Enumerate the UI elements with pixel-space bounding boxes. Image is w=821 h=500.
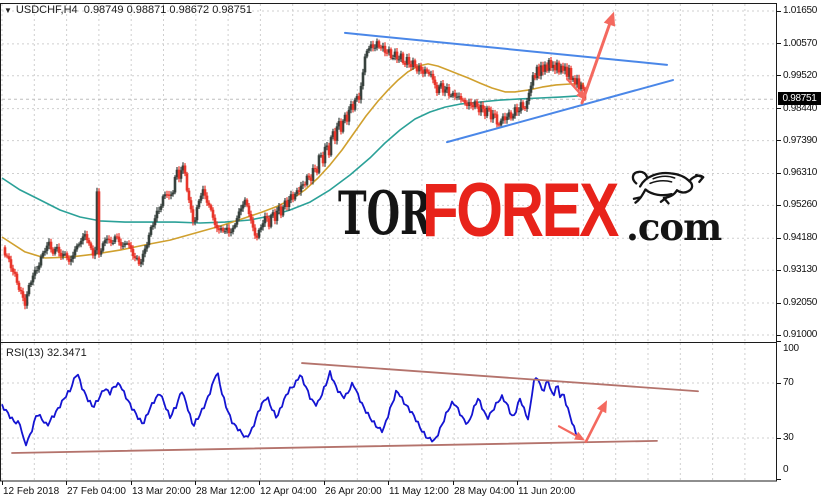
grid-lines bbox=[1, 4, 776, 481]
rsi-axis-tick bbox=[777, 437, 781, 439]
rsi-pullback-arrow[interactable] bbox=[557, 425, 585, 441]
price-tick-label: 0.99520 bbox=[783, 69, 818, 81]
price-axis-tick bbox=[777, 204, 781, 206]
time-axis-tick bbox=[388, 481, 389, 485]
price-axis-tick bbox=[777, 108, 781, 110]
rsi-axis-tick bbox=[777, 478, 781, 480]
price-tick-label: 0.98440 bbox=[783, 102, 818, 114]
price-axis-tick bbox=[777, 237, 781, 239]
torforex-watermark: TOR FOREX .com bbox=[338, 167, 722, 254]
rsi-tick-label: 100 bbox=[783, 343, 799, 354]
price-axis-tick bbox=[777, 334, 781, 336]
time-axis-tick bbox=[324, 481, 325, 485]
time-axis-tick bbox=[2, 481, 3, 485]
price-tick-label: 0.96310 bbox=[783, 167, 818, 179]
price-tick-label: 0.94180 bbox=[783, 232, 818, 244]
time-tick-label: 13 Mar 20:00 bbox=[132, 486, 191, 497]
price-axis-tick bbox=[777, 75, 781, 77]
time-axis-tick bbox=[259, 481, 260, 485]
up-candle-bodies bbox=[25, 41, 583, 306]
bull-icon bbox=[631, 170, 705, 205]
logo-domain-text: .com bbox=[626, 205, 722, 250]
time-tick-label: 28 May 04:00 bbox=[454, 486, 515, 497]
time-tick-label: 27 Feb 04:00 bbox=[67, 486, 126, 497]
rsi-lower-channel[interactable] bbox=[11, 439, 658, 454]
rsi-axis-tick bbox=[777, 341, 781, 343]
rsi-tick-label: 30 bbox=[783, 432, 794, 443]
time-axis-tick bbox=[195, 481, 196, 485]
ma-fast-line[interactable] bbox=[1, 63, 584, 259]
time-axis: 12 Feb 2018 27 Feb 04:00 13 Mar 20:00 28 Ma… bbox=[0, 481, 821, 500]
price-axis-tick bbox=[777, 269, 781, 271]
symbol-title: ▼ USDCHF,H4 0.98749 0.98871 0.98672 0.987… bbox=[4, 4, 252, 16]
time-axis-tick bbox=[517, 481, 518, 485]
time-tick-label: 28 Mar 12:00 bbox=[196, 486, 255, 497]
rsi-plot bbox=[1, 370, 581, 447]
price-tick-label: 0.97390 bbox=[783, 134, 818, 146]
price-tick-label: 1.01650 bbox=[783, 5, 818, 16]
rsi-line[interactable] bbox=[1, 370, 581, 447]
logo-forex-text: FOREX bbox=[422, 168, 619, 254]
time-axis-tick bbox=[131, 481, 132, 485]
rsi-tick-label: 70 bbox=[783, 377, 794, 388]
time-tick-label: 11 Jun 20:00 bbox=[518, 486, 576, 497]
time-tick-label: 26 Apr 20:00 bbox=[325, 486, 382, 497]
logo-tor-text: TOR bbox=[338, 179, 432, 250]
upper-channel[interactable] bbox=[344, 31, 668, 66]
symbol-ohlc-text: USDCHF,H4 0.98749 0.98871 0.98672 0.9875… bbox=[15, 4, 252, 16]
dropdown-marker-icon[interactable]: ▼ bbox=[4, 6, 12, 15]
price-axis-tick bbox=[777, 172, 781, 174]
time-axis-tick bbox=[66, 481, 67, 485]
rsi-indicator-label: RSI(13) 32.3471 bbox=[6, 347, 87, 359]
price-chart-canvas[interactable] bbox=[0, 0, 777, 482]
price-tick-label: 1.00570 bbox=[783, 37, 818, 49]
price-axis-tick bbox=[777, 140, 781, 142]
time-tick-label: 11 May 12:00 bbox=[389, 486, 449, 497]
price-axis-tick bbox=[777, 10, 781, 12]
lower-channel[interactable] bbox=[446, 79, 674, 144]
down-candle-bodies bbox=[3, 41, 587, 306]
price-axis-tick bbox=[777, 43, 781, 45]
time-axis-tick bbox=[453, 481, 454, 485]
time-tick-label: 12 Feb 2018 bbox=[3, 486, 60, 497]
current-price-badge: 0.98751 bbox=[778, 92, 821, 106]
price-tick-label: 0.93130 bbox=[783, 264, 818, 276]
price-axis: 0.98751 1.01650 1.00570 0.99520 0.98440 0.97… bbox=[777, 0, 821, 500]
time-tick-label: 12 Apr 04:00 bbox=[260, 486, 317, 497]
price-tick-label: 0.92050 bbox=[783, 297, 818, 309]
price-axis-tick bbox=[777, 302, 781, 304]
rsi-upper-channel[interactable] bbox=[301, 362, 699, 393]
forecast-up-arrow[interactable] bbox=[580, 11, 616, 105]
price-tick-label: 0.91000 bbox=[783, 329, 818, 340]
rsi-forecast-up-arrow[interactable] bbox=[584, 400, 607, 443]
candles bbox=[3, 38, 587, 310]
rsi-axis-tick bbox=[777, 382, 781, 384]
price-tick-label: 0.95260 bbox=[783, 199, 818, 211]
rsi-tick-label: 0 bbox=[783, 464, 789, 475]
